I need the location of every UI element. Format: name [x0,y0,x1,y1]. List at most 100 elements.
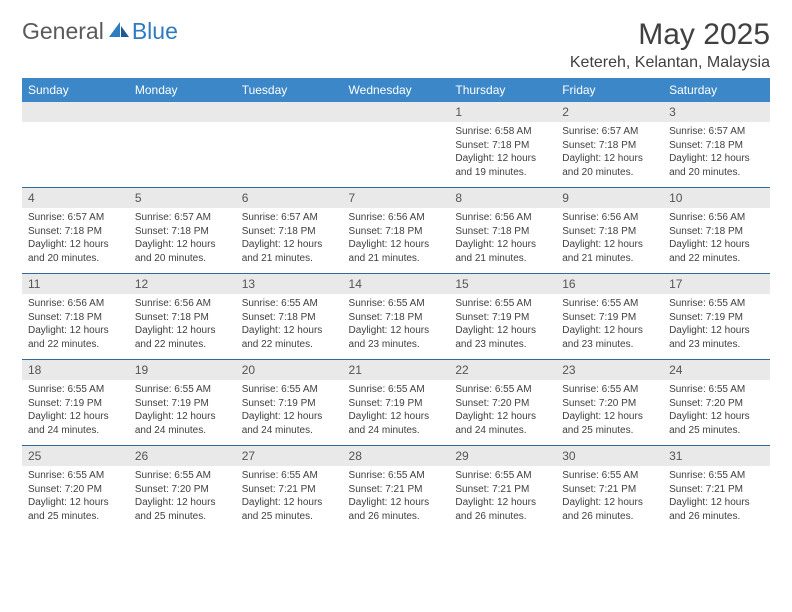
day-details [129,122,236,172]
daylight-line: Daylight: 12 hours and 24 minutes. [135,410,230,437]
day-details: Sunrise: 6:57 AMSunset: 7:18 PMDaylight:… [22,208,129,273]
sunrise-line: Sunrise: 6:55 AM [28,469,123,483]
sunrise-line: Sunrise: 6:55 AM [28,383,123,397]
day-number: 31 [663,445,770,466]
daylight-line: Daylight: 12 hours and 21 minutes. [562,238,657,265]
daylight-line: Daylight: 12 hours and 20 minutes. [28,238,123,265]
sunrise-line: Sunrise: 6:56 AM [28,297,123,311]
month-title: May 2025 [570,18,770,52]
day-cell: 21Sunrise: 6:55 AMSunset: 7:19 PMDayligh… [343,359,450,445]
day-cell: 19Sunrise: 6:55 AMSunset: 7:19 PMDayligh… [129,359,236,445]
day-cell: 27Sunrise: 6:55 AMSunset: 7:21 PMDayligh… [236,445,343,531]
sunset-line: Sunset: 7:20 PM [135,483,230,497]
day-details: Sunrise: 6:55 AMSunset: 7:21 PMDaylight:… [343,466,450,531]
day-details: Sunrise: 6:55 AMSunset: 7:19 PMDaylight:… [236,380,343,445]
day-number: 20 [236,359,343,380]
day-number: 25 [22,445,129,466]
day-cell: 31Sunrise: 6:55 AMSunset: 7:21 PMDayligh… [663,445,770,531]
day-cell: 9Sunrise: 6:56 AMSunset: 7:18 PMDaylight… [556,187,663,273]
day-number: 8 [449,187,556,208]
daylight-line: Daylight: 12 hours and 24 minutes. [349,410,444,437]
day-cell: 17Sunrise: 6:55 AMSunset: 7:19 PMDayligh… [663,273,770,359]
day-number: 3 [663,102,770,122]
daylight-line: Daylight: 12 hours and 23 minutes. [455,324,550,351]
sunrise-line: Sunrise: 6:55 AM [135,383,230,397]
day-number: 29 [449,445,556,466]
sunrise-line: Sunrise: 6:56 AM [562,211,657,225]
day-cell: 20Sunrise: 6:55 AMSunset: 7:19 PMDayligh… [236,359,343,445]
day-number: 7 [343,187,450,208]
daylight-line: Daylight: 12 hours and 20 minutes. [669,152,764,179]
day-number: 6 [236,187,343,208]
sunset-line: Sunset: 7:18 PM [455,139,550,153]
day-number: 26 [129,445,236,466]
day-cell: 13Sunrise: 6:55 AMSunset: 7:18 PMDayligh… [236,273,343,359]
day-cell: 26 Sunrise: 6:55 AMSunset: 7:20 PMDayligh… [129,445,236,531]
daylight-line: Daylight: 12 hours and 25 minutes. [562,410,657,437]
sunset-line: Sunset: 7:19 PM [562,311,657,325]
day-details: Sunrise: 6:57 AMSunset: 7:18 PMDaylight:… [129,208,236,273]
daylight-line: Daylight: 12 hours and 25 minutes. [135,496,230,523]
day-cell: 7Sunrise: 6:56 AMSunset: 7:18 PMDaylight… [343,187,450,273]
day-cell: 12Sunrise: 6:56 AMSunset: 7:18 PMDayligh… [129,273,236,359]
day-number: 1 [449,102,556,122]
day-number: 10 [663,187,770,208]
logo-sail-icon [108,20,130,43]
sunset-line: Sunset: 7:20 PM [562,397,657,411]
calendar-body: 1Sunrise: 6:58 AMSunset: 7:18 PMDaylight… [22,102,770,531]
day-cell: 18Sunrise: 6:55 AMSunset: 7:19 PMDayligh… [22,359,129,445]
logo: General Blue [22,18,178,45]
day-number [129,102,236,122]
day-details: Sunrise: 6:55 AMSunset: 7:19 PMDaylight:… [343,380,450,445]
sunrise-line: Sunrise: 6:55 AM [349,297,444,311]
sunrise-line: Sunrise: 6:56 AM [669,211,764,225]
day-details: Sunrise: 6:56 AMSunset: 7:18 PMDaylight:… [556,208,663,273]
sunrise-line: Sunrise: 6:57 AM [135,211,230,225]
sunrise-line: Sunrise: 6:55 AM [669,383,764,397]
day-cell: 14Sunrise: 6:55 AMSunset: 7:18 PMDayligh… [343,273,450,359]
daylight-line: Daylight: 12 hours and 22 minutes. [669,238,764,265]
day-number: 27 [236,445,343,466]
day-details [343,122,450,172]
sunset-line: Sunset: 7:19 PM [455,311,550,325]
day-number: 9 [556,187,663,208]
day-number: 2 [556,102,663,122]
day-number: 30 [556,445,663,466]
day-details: Sunrise: 6:57 AMSunset: 7:18 PMDaylight:… [556,122,663,187]
sunrise-line: Sunrise: 6:57 AM [669,125,764,139]
day-cell [236,102,343,187]
calendar-table: SundayMondayTuesdayWednesdayThursdayFrid… [22,78,770,531]
day-details [236,122,343,172]
sunset-line: Sunset: 7:19 PM [242,397,337,411]
day-cell: 23Sunrise: 6:55 AMSunset: 7:20 PMDayligh… [556,359,663,445]
day-number: 12 [129,273,236,294]
sunrise-line: Sunrise: 6:55 AM [135,469,230,483]
daylight-line: Daylight: 12 hours and 25 minutes. [28,496,123,523]
calendar-week: 25Sunrise: 6:55 AMSunset: 7:20 PMDayligh… [22,445,770,531]
day-cell: 15Sunrise: 6:55 AMSunset: 7:19 PMDayligh… [449,273,556,359]
sunrise-line: Sunrise: 6:55 AM [455,469,550,483]
sunset-line: Sunset: 7:18 PM [135,311,230,325]
daylight-line: Daylight: 12 hours and 26 minutes. [455,496,550,523]
day-cell: 1Sunrise: 6:58 AMSunset: 7:18 PMDaylight… [449,102,556,187]
daylight-line: Daylight: 12 hours and 24 minutes. [242,410,337,437]
day-cell: 16Sunrise: 6:55 AMSunset: 7:19 PMDayligh… [556,273,663,359]
header: General Blue May 2025 Ketereh, Kelantan,… [22,18,770,72]
day-cell [22,102,129,187]
sunrise-line: Sunrise: 6:55 AM [669,469,764,483]
daylight-line: Daylight: 12 hours and 25 minutes. [242,496,337,523]
day-number: 19 [129,359,236,380]
day-number [22,102,129,122]
day-details: Sunrise: 6:57 AMSunset: 7:18 PMDaylight:… [663,122,770,187]
daylight-line: Daylight: 12 hours and 24 minutes. [28,410,123,437]
daylight-line: Daylight: 12 hours and 21 minutes. [455,238,550,265]
day-cell: 2Sunrise: 6:57 AMSunset: 7:18 PMDaylight… [556,102,663,187]
day-number [343,102,450,122]
calendar-week: 18Sunrise: 6:55 AMSunset: 7:19 PMDayligh… [22,359,770,445]
sunrise-line: Sunrise: 6:55 AM [455,297,550,311]
day-details: Sunrise: 6:55 AMSunset: 7:19 PMDaylight:… [22,380,129,445]
sunrise-line: Sunrise: 6:58 AM [455,125,550,139]
day-cell: 22Sunrise: 6:55 AMSunset: 7:20 PMDayligh… [449,359,556,445]
calendar-week: 11Sunrise: 6:56 AMSunset: 7:18 PMDayligh… [22,273,770,359]
sunset-line: Sunset: 7:20 PM [669,397,764,411]
